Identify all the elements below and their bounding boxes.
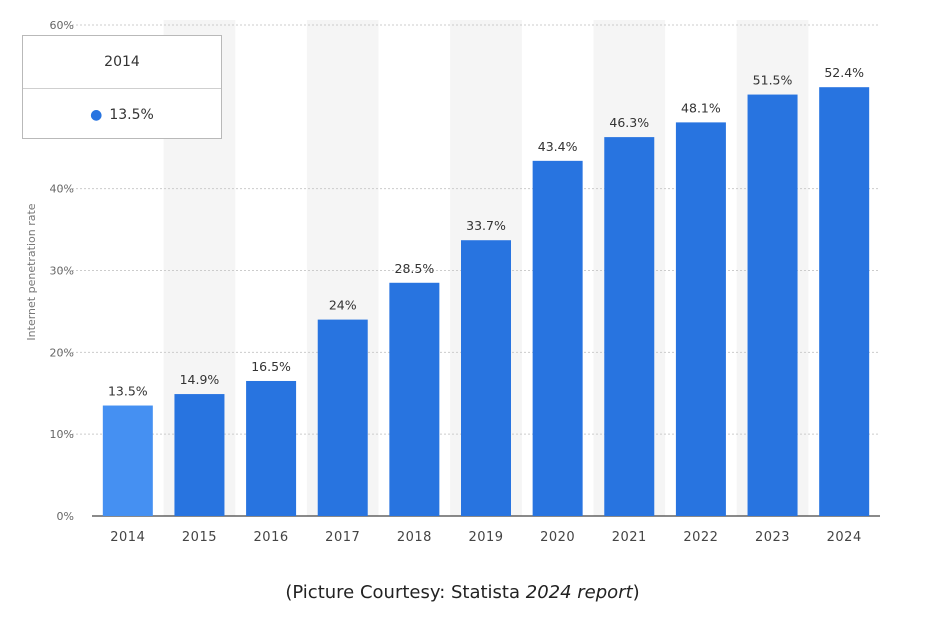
tooltip-value: 13.5% xyxy=(109,106,154,123)
bar-2014 xyxy=(102,405,153,516)
value-label-2024: 52.4% xyxy=(824,65,864,80)
x-tick-label-2023: 2023 xyxy=(755,530,790,545)
x-tick-label-2015: 2015 xyxy=(182,530,217,545)
caption-prefix: (Picture Courtesy: Statista xyxy=(285,582,526,603)
picture-caption: (Picture Courtesy: Statista 2024 report) xyxy=(0,582,925,603)
x-tick-label-2014: 2014 xyxy=(110,530,145,545)
x-tick-label-2020: 2020 xyxy=(540,530,575,545)
value-label-2014: 13.5% xyxy=(108,384,148,399)
chart-tooltip: 2014 ● 13.5% xyxy=(22,35,222,139)
value-label-2017: 24% xyxy=(329,298,357,313)
caption-report: 2024 report xyxy=(525,582,633,603)
bar-2017 xyxy=(317,319,368,516)
caption-suffix: ) xyxy=(632,582,640,603)
y-tick-label: 0% xyxy=(57,510,74,523)
bar-chart: 0% 10% 20% 30% 40% 60% 13.5% 2014 14.9% 2015 16.5%… xyxy=(25,19,880,545)
x-tick-label-2021: 2021 xyxy=(612,530,647,545)
tooltip-title: 2014 xyxy=(23,36,221,89)
x-tick-label-2017: 2017 xyxy=(325,530,360,545)
bar-2019 xyxy=(461,240,511,516)
value-label-2016: 16.5% xyxy=(251,359,291,374)
bar-2016 xyxy=(246,380,297,516)
tooltip-body: ● 13.5% xyxy=(23,89,221,140)
y-tick-label: 20% xyxy=(50,346,74,359)
value-label-2015: 14.9% xyxy=(180,372,220,387)
bullet-icon: ● xyxy=(90,106,103,123)
x-tick-label-2024: 2024 xyxy=(827,530,862,545)
bar-2021 xyxy=(604,137,655,516)
x-tick-label-2018: 2018 xyxy=(397,530,432,545)
bar-2018 xyxy=(389,282,440,516)
bar-2015 xyxy=(174,394,225,516)
x-tick-label-2016: 2016 xyxy=(254,530,289,545)
y-axis-title: Internet penetration rate xyxy=(25,203,38,340)
y-tick-label: 30% xyxy=(50,265,74,278)
value-label-2020: 43.4% xyxy=(538,139,578,154)
y-tick-label: 10% xyxy=(50,428,74,441)
bar-2024 xyxy=(819,87,870,517)
value-label-2022: 48.1% xyxy=(681,100,721,115)
bar-2022 xyxy=(675,122,726,517)
value-label-2018: 28.5% xyxy=(395,261,435,276)
bar-2023 xyxy=(747,94,798,516)
value-label-2019: 33.7% xyxy=(466,218,506,233)
value-label-2021: 46.3% xyxy=(609,115,649,130)
bar-2020 xyxy=(532,160,583,517)
y-tick-label: 40% xyxy=(50,183,74,196)
x-tick-label-2022: 2022 xyxy=(683,530,718,545)
y-tick-label: 60% xyxy=(50,19,74,32)
x-tick-label-2019: 2019 xyxy=(468,530,503,545)
value-label-2023: 51.5% xyxy=(753,73,793,88)
